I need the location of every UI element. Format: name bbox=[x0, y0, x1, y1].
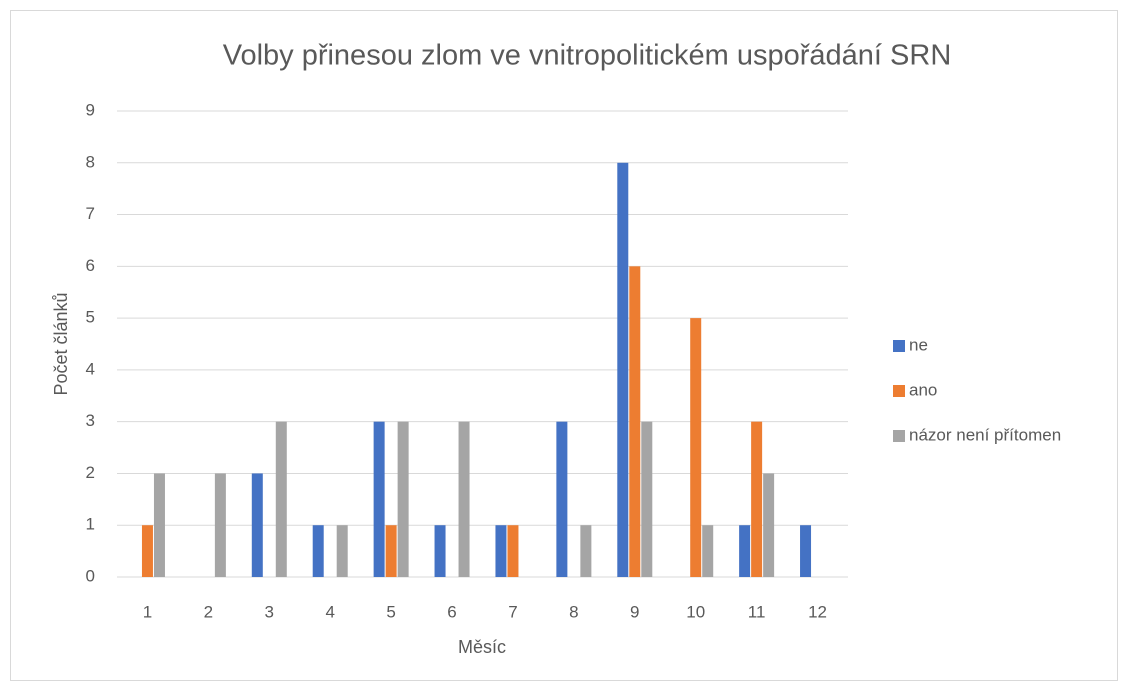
bar bbox=[434, 525, 446, 577]
x-tick-label: 10 bbox=[686, 602, 705, 621]
bar bbox=[751, 421, 763, 577]
bar bbox=[507, 525, 519, 577]
bar bbox=[739, 525, 751, 577]
bar bbox=[214, 473, 226, 577]
legend-label: ano bbox=[909, 380, 937, 399]
bar bbox=[373, 421, 385, 577]
x-tick-label: 4 bbox=[325, 602, 334, 621]
bar bbox=[336, 525, 348, 577]
bar bbox=[580, 525, 592, 577]
y-tick-label: 1 bbox=[86, 515, 95, 534]
y-tick-label: 2 bbox=[86, 463, 95, 482]
bar bbox=[495, 525, 507, 577]
x-tick-label: 9 bbox=[630, 602, 639, 621]
x-tick-label: 7 bbox=[508, 602, 517, 621]
x-tick-label: 3 bbox=[265, 602, 274, 621]
bar bbox=[458, 421, 470, 577]
bar bbox=[397, 421, 409, 577]
chart-title: Volby přinesou zlom ve vnitropolitickém … bbox=[223, 40, 952, 72]
x-tick-label: 8 bbox=[569, 602, 578, 621]
legend-label: ne bbox=[909, 335, 928, 354]
bar bbox=[800, 525, 812, 577]
x-axis-label: Měsíc bbox=[458, 637, 506, 657]
y-tick-label: 9 bbox=[86, 100, 95, 119]
x-tick-label: 2 bbox=[204, 602, 213, 621]
y-tick-label: 6 bbox=[86, 256, 95, 275]
y-tick-label: 8 bbox=[86, 152, 95, 171]
bar bbox=[556, 421, 568, 577]
legend-label: názor není přítomen bbox=[909, 425, 1061, 444]
bar bbox=[141, 525, 153, 577]
y-tick-label: 3 bbox=[86, 411, 95, 430]
bar bbox=[312, 525, 324, 577]
legend-swatch bbox=[893, 385, 905, 397]
bar bbox=[617, 162, 629, 577]
x-tick-label: 5 bbox=[386, 602, 395, 621]
bar bbox=[153, 473, 165, 577]
legend-swatch bbox=[893, 340, 905, 352]
bar bbox=[275, 421, 287, 577]
y-tick-label: 4 bbox=[86, 359, 95, 378]
x-tick-label: 12 bbox=[808, 602, 827, 621]
legend-swatch bbox=[893, 430, 905, 442]
x-tick-label: 11 bbox=[748, 602, 766, 621]
x-tick-label: 6 bbox=[447, 602, 456, 621]
y-tick-label: 5 bbox=[86, 308, 95, 327]
bar bbox=[690, 318, 702, 577]
bar bbox=[763, 473, 775, 577]
bar bbox=[251, 473, 263, 577]
y-axis-label: Počet článků bbox=[51, 292, 71, 395]
bar bbox=[641, 421, 653, 577]
y-tick-label: 0 bbox=[86, 566, 95, 585]
bar bbox=[385, 525, 397, 577]
bar bbox=[629, 266, 641, 577]
y-tick-label: 7 bbox=[86, 204, 95, 223]
x-tick-label: 1 bbox=[143, 602, 152, 621]
bar bbox=[702, 525, 714, 577]
